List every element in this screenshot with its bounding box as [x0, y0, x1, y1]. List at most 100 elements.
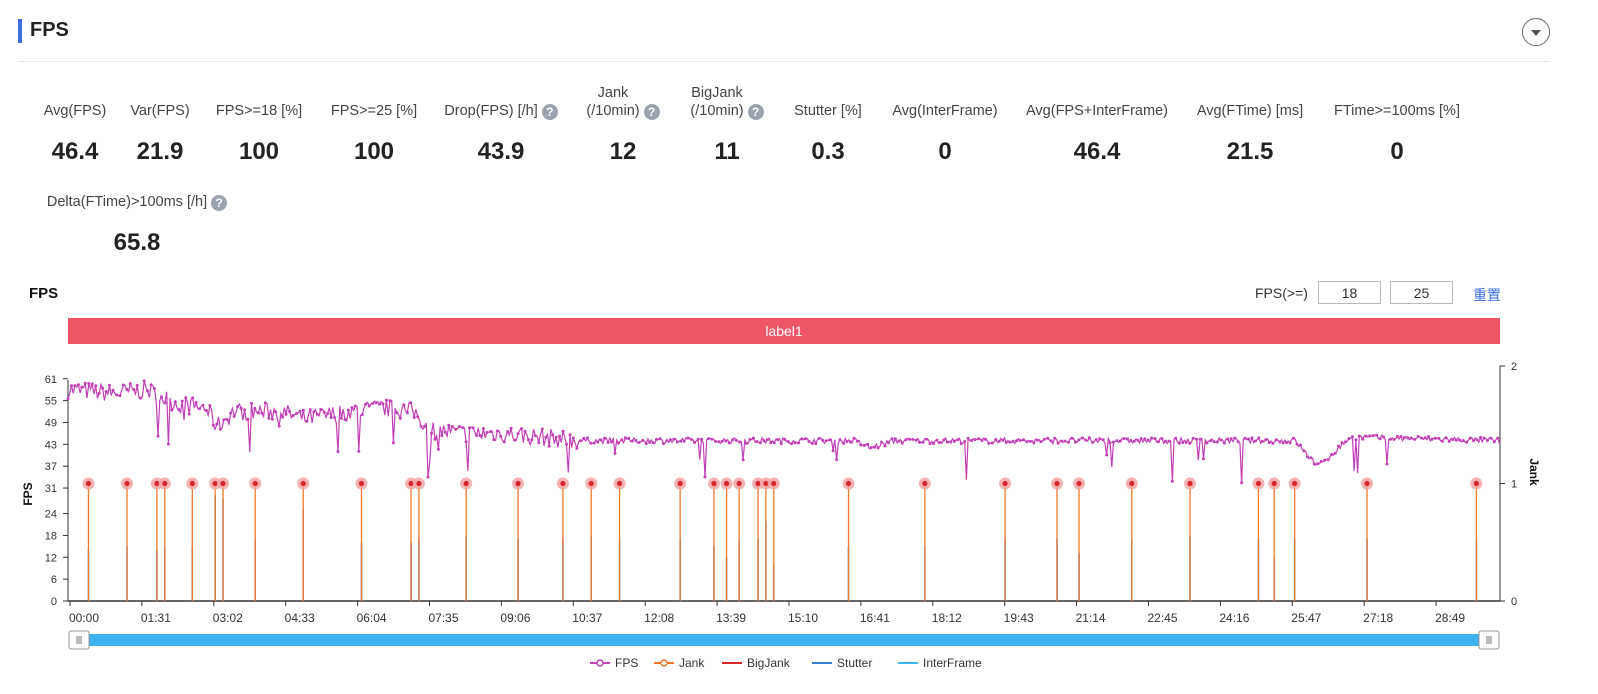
fps-series-points	[66, 379, 1500, 485]
jank-point	[300, 480, 306, 487]
section-title: FPS	[30, 19, 69, 41]
metric-fps-ge-25: FPS>=25 [%] 100	[325, 102, 423, 166]
jank-point	[1054, 480, 1060, 487]
x-tick-label: 13:39	[716, 611, 746, 625]
jank-point	[154, 480, 160, 487]
jank-point	[416, 480, 422, 487]
legend-item-bigjank[interactable]: BigJank	[722, 656, 791, 670]
jank-point	[212, 480, 218, 487]
jank-point	[560, 480, 566, 487]
help-icon[interactable]: ?	[541, 104, 558, 120]
y-tick-label: 0	[51, 596, 57, 608]
jank-point	[588, 480, 594, 487]
x-tick-label: 07:35	[428, 611, 458, 625]
x-tick-label: 12:08	[644, 611, 674, 625]
fps-threshold-high-input[interactable]	[1390, 281, 1453, 304]
legend-item-fps[interactable]: FPS	[590, 656, 638, 670]
metric-value: 12	[609, 138, 637, 165]
chart-title: FPS	[29, 285, 59, 302]
jank-point	[1292, 480, 1298, 487]
jank-point	[162, 480, 168, 487]
y-axis-title: FPS	[21, 482, 35, 505]
jank-point	[723, 480, 730, 487]
x-tick-label: 28:49	[1435, 611, 1465, 625]
legend-label: Stutter	[837, 656, 872, 670]
jank-point	[1364, 480, 1370, 487]
metric-value: 21.9	[136, 138, 184, 165]
metric-label: Delta(FTime)>100ms [/h]	[46, 194, 208, 210]
x-tick-label: 01:31	[141, 611, 171, 625]
jank-point	[1473, 480, 1479, 487]
metric-value: 43.9	[477, 138, 525, 165]
metric-label: BigJank (/10min)	[690, 85, 744, 119]
metric-bigjank: BigJank (/10min)? 11	[684, 84, 770, 166]
metric-avg-ftime: Avg(FTime) [ms] 21.5	[1190, 102, 1310, 166]
metric-label: Avg(InterFrame)	[892, 103, 998, 119]
legend-swatch-marker	[596, 659, 604, 667]
metric-label: Avg(FTime) [ms]	[1196, 103, 1304, 119]
metric-label: Var(FPS)	[130, 103, 190, 119]
jank-point	[358, 480, 365, 487]
y-tick-label: 12	[45, 552, 57, 564]
legend-item-interframe[interactable]: InterFrame	[898, 656, 982, 670]
metric-delta-ftime: Delta(FTime)>100ms [/h]? 65.8	[42, 193, 232, 257]
jank-point	[1002, 480, 1008, 487]
reset-button[interactable]: 重置	[1473, 287, 1501, 303]
help-icon[interactable]: ?	[747, 104, 764, 120]
metric-stutter: Stutter [%] 0.3	[788, 102, 868, 166]
y-tick-label: 18	[45, 530, 57, 542]
metric-value: 100	[353, 138, 395, 165]
zoom-slider-track	[78, 634, 1490, 646]
metric-label: FTime>=100ms [%]	[1334, 103, 1460, 119]
jank-point	[755, 480, 761, 487]
jank-point	[252, 480, 258, 487]
metric-ftime-ge-100ms: FTime>=100ms [%] 0	[1326, 102, 1468, 166]
jank-point	[677, 480, 683, 487]
y2-axis-title: Jank	[1527, 458, 1541, 486]
metric-value: 46.4	[51, 138, 99, 165]
x-tick-label: 24:16	[1219, 611, 1249, 625]
metric-value: 11	[714, 138, 740, 165]
metric-value: 0	[1390, 138, 1404, 165]
x-tick-label: 15:10	[788, 611, 818, 625]
jank-point	[124, 480, 130, 487]
metric-value: 46.4	[1073, 138, 1121, 165]
jank-point	[189, 480, 195, 487]
fps-threshold-low-input[interactable]	[1318, 281, 1381, 304]
metric-var-fps: Var(FPS) 21.9	[128, 102, 192, 166]
metric-avg-interframe: Avg(InterFrame) 0	[886, 102, 1004, 166]
x-tick-label: 27:18	[1363, 611, 1393, 625]
y2-tick-label: 1	[1511, 479, 1517, 491]
jank-point	[711, 480, 717, 487]
metric-value: 100	[238, 138, 280, 165]
fps-series-line	[67, 380, 1501, 483]
legend-label: BigJank	[747, 656, 791, 670]
y-tick-label: 6	[51, 574, 57, 586]
x-tick-label: 19:43	[1004, 611, 1034, 625]
section-accent-bar	[18, 19, 22, 43]
y-tick-label: 49	[45, 417, 57, 429]
jank-point	[1255, 480, 1262, 487]
jank-point	[1271, 480, 1277, 487]
legend-item-stutter[interactable]: Stutter	[812, 656, 872, 670]
x-tick-label: 06:04	[357, 611, 387, 625]
x-tick-label: 10:37	[572, 611, 602, 625]
x-tick-label: 16:41	[860, 611, 890, 625]
y2-tick-label: 0	[1511, 596, 1517, 608]
metric-value: 0	[938, 138, 952, 165]
jank-point	[845, 480, 852, 487]
metric-label: Avg(FPS+InterFrame)	[1026, 103, 1168, 119]
jank-point	[1129, 480, 1135, 487]
label-band[interactable]: label1	[68, 318, 1500, 344]
y-tick-label: 55	[45, 396, 57, 408]
help-icon[interactable]: ?	[211, 195, 228, 211]
legend-item-jank[interactable]: Jank	[654, 656, 705, 670]
metric-avg-fps-interframe: Avg(FPS+InterFrame) 46.4	[1022, 102, 1172, 166]
legend-label: Jank	[679, 656, 705, 670]
jank-point	[85, 480, 92, 487]
help-icon[interactable]: ?	[643, 104, 660, 120]
collapse-toggle-button[interactable]	[1522, 18, 1550, 46]
jank-point	[1187, 480, 1193, 487]
metric-drop-fps: Drop(FPS) [/h]? 43.9	[440, 102, 562, 166]
